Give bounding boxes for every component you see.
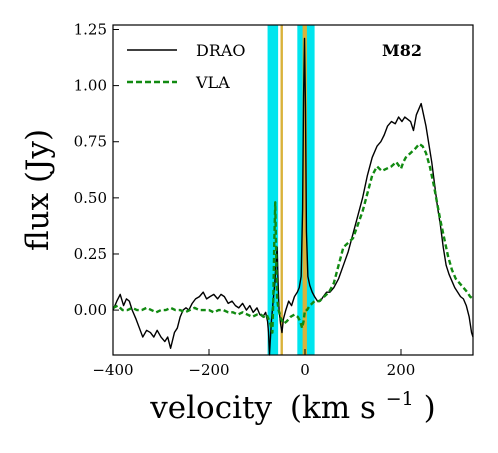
legend-label-vla: VLA [195,73,230,92]
x-tick-label: 200 [387,361,416,379]
x-tick-label: −200 [188,361,229,379]
y-axis-title: flux (Jy) [20,129,56,251]
shaded-band-2 [280,25,283,355]
series-line-drao [112,37,474,356]
x-axis-title: velocity (km s −1 ) [149,377,435,426]
x-axis-title-exponent: −1 [386,388,414,410]
shaded-band-0 [267,25,279,355]
axis-ticks: −400 −200 0 200 0.00 0.25 0.50 0.75 1.00 1.25 [74,20,416,379]
x-axis-title-close: ) [424,390,436,426]
legend: DRAO VLA [127,41,246,92]
y-tick-label: 0.75 [74,133,107,151]
series-line-vla [112,142,474,334]
legend-label-drao: DRAO [196,41,246,60]
panel-title: M82 [382,41,422,60]
x-tick-label: −400 [92,361,133,379]
x-axis-title-main: velocity [149,390,272,426]
y-tick-label: 1.00 [74,77,107,95]
y-tick-label: 1.25 [74,20,107,38]
shaded-band-3 [302,25,307,355]
x-axis-title-unit: (km s [290,390,376,426]
series-layer [112,37,474,356]
y-tick-label: 0.50 [74,189,107,207]
plot-frame [112,24,474,356]
x-tick-label: 0 [300,361,310,379]
y-tick-label: 0.00 [74,301,107,319]
y-tick-label: 0.25 [74,245,107,263]
